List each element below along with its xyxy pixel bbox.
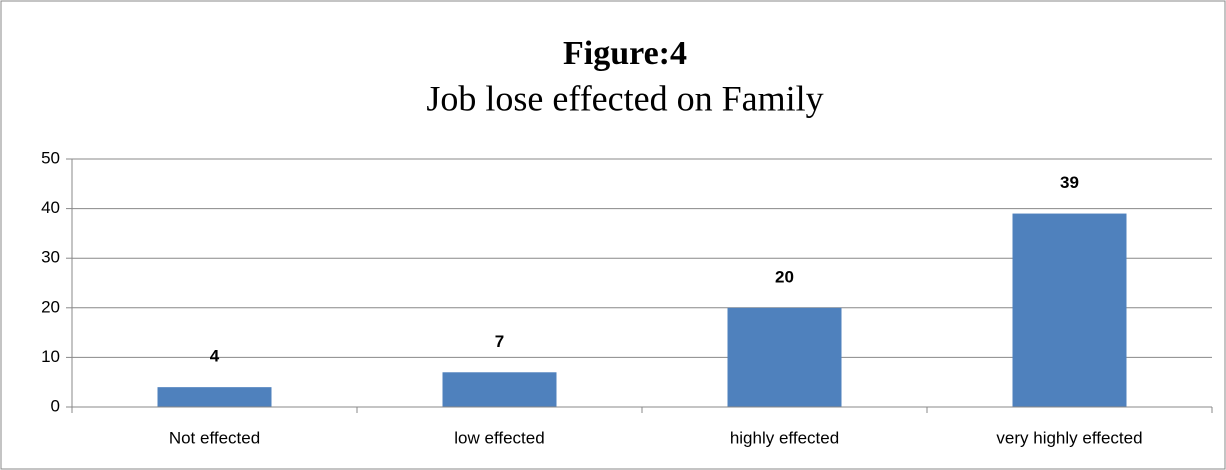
data-label: 39 (1060, 173, 1079, 192)
chart-title: Figure:4 (563, 35, 687, 72)
y-tick-label: 10 (41, 347, 60, 366)
bar (1012, 213, 1127, 407)
data-label: 20 (775, 267, 794, 286)
x-tick-label: highly effected (730, 428, 839, 447)
data-label: 7 (495, 332, 504, 351)
x-tick-label: low effected (454, 428, 544, 447)
y-tick-label: 50 (41, 148, 60, 167)
chart-subtitle: Job lose effected on Family (426, 78, 823, 118)
x-tick-label: Not effected (169, 428, 260, 447)
bar (727, 307, 842, 407)
y-tick-label: 0 (51, 396, 60, 415)
bar (157, 387, 272, 407)
x-tick-label: very highly effected (996, 428, 1142, 447)
bar (442, 372, 557, 407)
data-label: 4 (210, 347, 220, 366)
y-tick-label: 20 (41, 297, 60, 316)
y-tick-label: 30 (41, 248, 60, 267)
y-tick-label: 40 (41, 198, 60, 217)
